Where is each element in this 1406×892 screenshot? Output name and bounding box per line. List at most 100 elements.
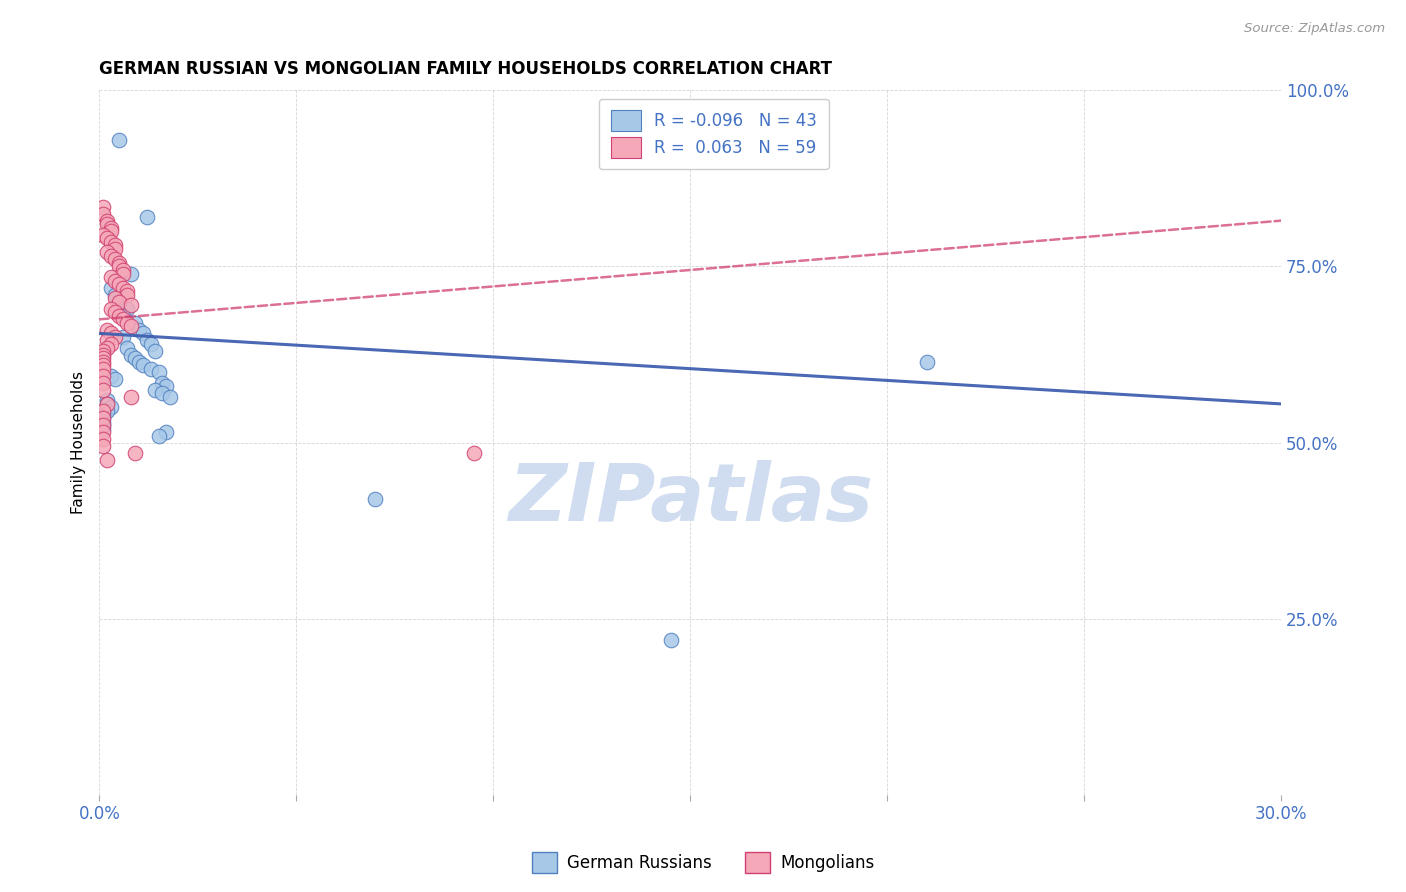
Point bbox=[120, 298, 142, 312]
Point bbox=[93, 383, 115, 397]
Text: ZIPatlas: ZIPatlas bbox=[508, 460, 873, 538]
Point bbox=[152, 386, 174, 401]
Point bbox=[93, 439, 115, 453]
Point bbox=[100, 220, 122, 235]
Point bbox=[112, 267, 135, 281]
Point bbox=[93, 361, 115, 376]
Point bbox=[120, 347, 142, 361]
Point bbox=[104, 291, 127, 305]
Point bbox=[155, 379, 177, 393]
Point bbox=[152, 376, 174, 390]
Point bbox=[135, 210, 157, 224]
Point bbox=[108, 133, 131, 147]
Point bbox=[93, 347, 115, 361]
Point bbox=[93, 411, 115, 425]
Point bbox=[148, 428, 170, 442]
Point bbox=[96, 397, 118, 411]
Point bbox=[100, 337, 122, 351]
Point bbox=[93, 404, 115, 418]
Point bbox=[112, 280, 135, 294]
Point bbox=[93, 408, 115, 422]
Point bbox=[93, 354, 115, 368]
Point bbox=[104, 274, 127, 288]
Point bbox=[100, 368, 122, 383]
Point bbox=[128, 354, 150, 368]
Point bbox=[104, 372, 127, 386]
Point bbox=[100, 249, 122, 263]
Point bbox=[96, 397, 118, 411]
Point bbox=[96, 453, 118, 467]
Point bbox=[115, 341, 138, 355]
Point bbox=[115, 316, 138, 330]
Point bbox=[96, 404, 118, 418]
Point bbox=[93, 344, 115, 359]
Point bbox=[96, 213, 118, 227]
Point bbox=[100, 326, 122, 341]
Point bbox=[96, 245, 118, 260]
Point bbox=[93, 432, 115, 446]
Point bbox=[659, 632, 682, 647]
Point bbox=[96, 217, 118, 231]
Point bbox=[139, 361, 162, 376]
Point bbox=[108, 309, 131, 323]
Point bbox=[143, 383, 166, 397]
Point bbox=[93, 415, 115, 429]
Point bbox=[104, 242, 127, 256]
Point bbox=[108, 256, 131, 270]
Point bbox=[93, 358, 115, 372]
Point bbox=[96, 341, 118, 355]
Point bbox=[96, 393, 118, 408]
Point bbox=[120, 267, 142, 281]
Legend: German Russians, Mongolians: German Russians, Mongolians bbox=[526, 846, 880, 880]
Point bbox=[93, 351, 115, 365]
Point bbox=[108, 260, 131, 274]
Point bbox=[100, 401, 122, 415]
Point bbox=[120, 390, 142, 404]
Y-axis label: Family Households: Family Households bbox=[72, 371, 86, 514]
Point bbox=[112, 312, 135, 326]
Point bbox=[93, 200, 115, 214]
Point bbox=[104, 287, 127, 301]
Point bbox=[124, 446, 146, 460]
Point bbox=[104, 252, 127, 267]
Point bbox=[93, 421, 115, 435]
Point bbox=[115, 301, 138, 316]
Point bbox=[159, 390, 181, 404]
Point bbox=[100, 301, 122, 316]
Point bbox=[93, 418, 115, 433]
Point bbox=[104, 330, 127, 344]
Point bbox=[100, 235, 122, 249]
Point bbox=[108, 277, 131, 291]
Point bbox=[93, 425, 115, 439]
Point bbox=[115, 284, 138, 298]
Point bbox=[124, 316, 146, 330]
Point bbox=[108, 294, 131, 309]
Point bbox=[100, 224, 122, 238]
Point bbox=[155, 425, 177, 439]
Point bbox=[148, 365, 170, 379]
Point bbox=[132, 326, 155, 341]
Point bbox=[93, 411, 115, 425]
Point bbox=[93, 368, 115, 383]
Point bbox=[96, 334, 118, 348]
Point bbox=[124, 351, 146, 365]
Point bbox=[100, 280, 122, 294]
Point bbox=[96, 231, 118, 245]
Point bbox=[364, 491, 387, 506]
Point bbox=[104, 305, 127, 319]
Point bbox=[915, 354, 938, 368]
Legend: R = -0.096   N = 43, R =  0.063   N = 59: R = -0.096 N = 43, R = 0.063 N = 59 bbox=[599, 99, 828, 169]
Point bbox=[112, 309, 135, 323]
Point bbox=[132, 358, 155, 372]
Text: GERMAN RUSSIAN VS MONGOLIAN FAMILY HOUSEHOLDS CORRELATION CHART: GERMAN RUSSIAN VS MONGOLIAN FAMILY HOUSE… bbox=[100, 60, 832, 78]
Point bbox=[112, 263, 135, 277]
Point bbox=[128, 323, 150, 337]
Point bbox=[93, 227, 115, 242]
Point bbox=[93, 206, 115, 220]
Point bbox=[104, 238, 127, 252]
Text: Source: ZipAtlas.com: Source: ZipAtlas.com bbox=[1244, 22, 1385, 36]
Point bbox=[139, 337, 162, 351]
Point bbox=[143, 344, 166, 359]
Point bbox=[463, 446, 485, 460]
Point bbox=[93, 376, 115, 390]
